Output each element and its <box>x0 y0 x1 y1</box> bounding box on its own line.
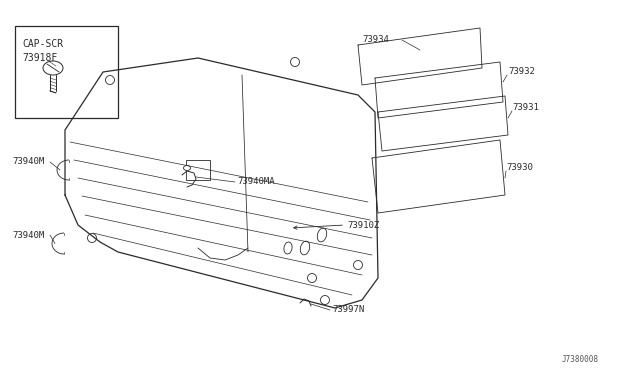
Text: 73940M: 73940M <box>12 157 44 167</box>
Text: 73997N: 73997N <box>332 305 364 314</box>
Text: 73930: 73930 <box>506 164 533 173</box>
Bar <box>186 160 210 180</box>
Ellipse shape <box>284 242 292 254</box>
Ellipse shape <box>43 61 63 75</box>
Text: CAP-SCR: CAP-SCR <box>22 39 63 49</box>
Text: 73918F: 73918F <box>22 53 57 63</box>
Bar <box>15 26 118 118</box>
Text: 73910Z: 73910Z <box>347 221 380 230</box>
Text: 73940MA: 73940MA <box>237 177 275 186</box>
Ellipse shape <box>184 166 191 170</box>
Text: 73934: 73934 <box>362 35 389 45</box>
Text: 73931: 73931 <box>512 103 539 112</box>
Ellipse shape <box>300 241 310 255</box>
Text: J7380008: J7380008 <box>562 356 599 365</box>
Ellipse shape <box>317 228 326 242</box>
Text: 73940M: 73940M <box>12 231 44 240</box>
Text: 73932: 73932 <box>508 67 535 77</box>
